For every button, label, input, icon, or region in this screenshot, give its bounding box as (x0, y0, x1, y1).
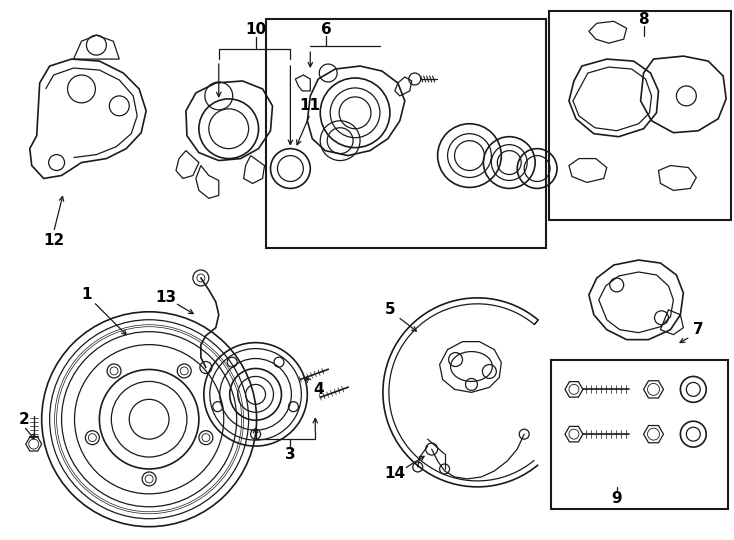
Text: 8: 8 (639, 12, 649, 27)
Text: 14: 14 (385, 467, 405, 482)
Text: 13: 13 (156, 291, 177, 305)
Text: 7: 7 (693, 322, 704, 337)
Text: 3: 3 (285, 447, 296, 462)
Text: 11: 11 (299, 98, 321, 113)
Text: 2: 2 (18, 411, 29, 427)
Bar (549, 11, 731, 220)
Bar (551, 360, 728, 509)
Text: 4: 4 (313, 382, 324, 397)
Text: 5: 5 (385, 302, 395, 318)
Text: 12: 12 (43, 233, 65, 248)
Text: 1: 1 (81, 287, 92, 302)
Text: 6: 6 (321, 22, 332, 37)
Text: 10: 10 (245, 22, 266, 37)
Text: 9: 9 (611, 491, 622, 507)
Bar (266, 19, 546, 248)
